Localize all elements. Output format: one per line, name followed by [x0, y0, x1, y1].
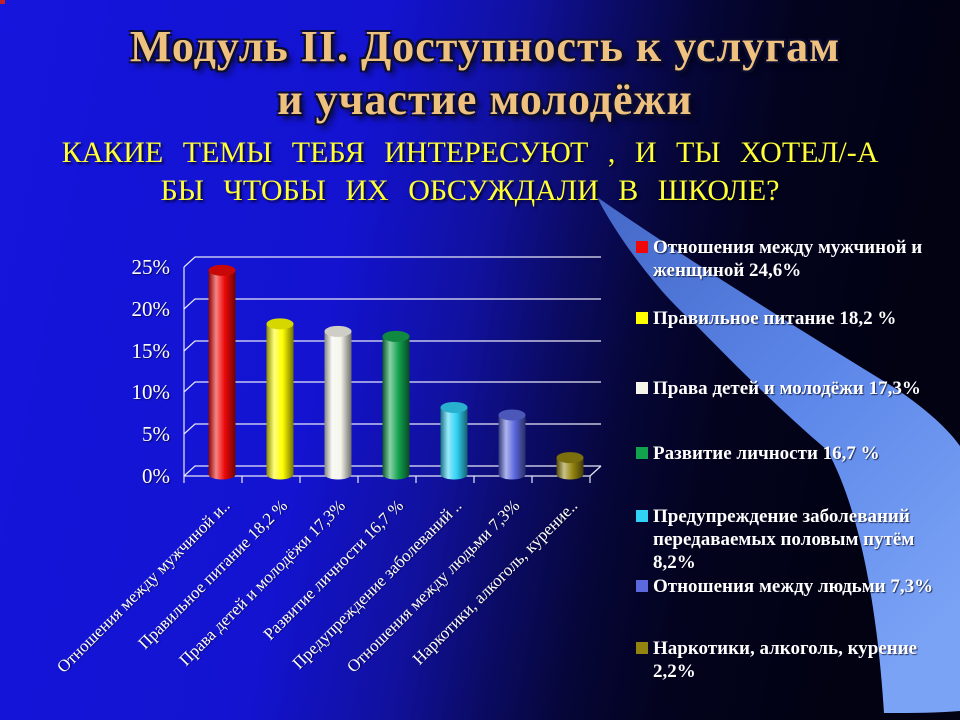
y-tick-label: 0% — [142, 464, 170, 488]
y-tick-label: 15% — [131, 339, 171, 363]
legend-label: Отношения между мужчиной и женщиной 24,6… — [653, 237, 923, 281]
legend-swatch — [636, 642, 648, 654]
bar-cylinder — [208, 264, 236, 480]
corner-artifact — [0, 0, 5, 4]
legend-swatch — [636, 312, 648, 324]
legend-label: Развитие личности 16,7 % — [653, 443, 880, 464]
legend-item: Отношения между мужчиной и женщиной 24,6… — [633, 236, 960, 282]
bar-cylinder — [324, 325, 352, 480]
legend-item: Правильное питание 18,2 % — [633, 307, 960, 330]
slide-subtitle-line1: КАКИЕ ТЕМЫ ТЕБЯ ИНТЕРЕСУЮТ , И ТЫ ХОТЕЛ/… — [61, 136, 879, 169]
slide-subtitle-line2: БЫ ЧТОБЫ ИХ ОБСУЖДАЛИ В ШКОЛЕ? — [160, 174, 780, 207]
legend-item: Наркотики, алкоголь, курение 2,2% — [633, 637, 960, 683]
bar-cylinder — [382, 330, 410, 480]
legend-swatch — [636, 580, 648, 592]
legend-label: Отношения между людьми 7,3% — [653, 576, 934, 597]
legend-swatch — [636, 447, 648, 459]
slide-title: Модуль II. Доступность к услугам и участ… — [40, 20, 930, 126]
legend-label: Предупреждение заболеваний передаваемых … — [653, 506, 915, 573]
legend-item: Предупреждение заболеваний передаваемых … — [633, 505, 960, 574]
y-tick-label: 25% — [131, 255, 171, 279]
bar-cylinder — [266, 318, 294, 480]
legend-item: Развитие личности 16,7 % — [633, 442, 960, 465]
x-axis-ticks — [183, 476, 591, 483]
slide-title-line2: и участие молодёжи — [277, 75, 693, 124]
y-tick-label: 20% — [131, 297, 171, 321]
legend-item: Права детей и молодёжи 17,3% — [633, 377, 960, 400]
bar-cylinder — [498, 409, 526, 480]
y-tick-label: 5% — [142, 422, 170, 446]
bar-cylinder — [556, 452, 584, 480]
slide-subtitle: КАКИЕ ТЕМЫ ТЕБЯ ИНТЕРЕСУЮТ , И ТЫ ХОТЕЛ/… — [20, 134, 920, 210]
bar-cylinder — [440, 401, 468, 480]
legend-swatch — [636, 241, 648, 253]
legend-label: Права детей и молодёжи 17,3% — [653, 378, 921, 399]
legend-label: Правильное питание 18,2 % — [653, 308, 897, 329]
y-tick-label: 10% — [131, 380, 171, 404]
legend-swatch — [636, 510, 648, 522]
legend-swatch — [636, 382, 648, 394]
chart-legend: Отношения между мужчиной и женщиной 24,6… — [633, 0, 960, 720]
legend-item: Отношения между людьми 7,3% — [633, 575, 960, 598]
slide-title-line1: Модуль II. Доступность к услугам — [129, 22, 841, 71]
background-swoosh — [597, 197, 960, 713]
legend-label: Наркотики, алкоголь, курение 2,2% — [653, 638, 918, 682]
